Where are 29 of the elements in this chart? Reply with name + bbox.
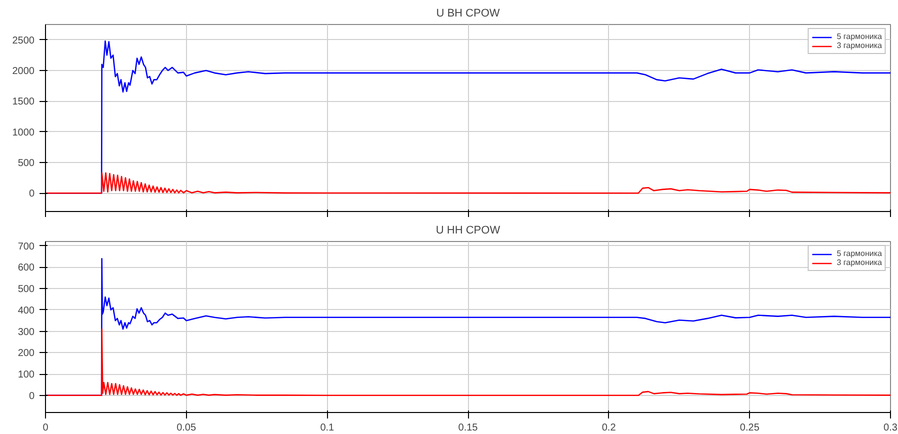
legend-label: 5 гармоника [836, 32, 882, 41]
y-tick-label: 600 [18, 262, 35, 274]
chart-title: U НН CPOW [436, 224, 501, 236]
y-tick-label: 2000 [12, 66, 35, 77]
x-tick-label: 0.2 [602, 422, 616, 434]
x-tick-label: 0.15 [458, 422, 478, 434]
line-series [46, 328, 890, 396]
y-tick-label: 500 [18, 284, 35, 296]
y-tick-label: 700 [18, 241, 35, 252]
y-tick-label: 200 [18, 348, 35, 360]
line-series [46, 172, 890, 194]
legend-label: 3 гармоника [836, 258, 882, 267]
y-tick-label: 100 [18, 370, 35, 381]
x-tick-label: 0 [42, 422, 49, 434]
x-tick-label: 0.3 [884, 422, 898, 434]
x-tick-label: 0.25 [740, 422, 760, 434]
legend-label: 5 гармоника [836, 249, 882, 258]
y-tick-label: 2500 [12, 35, 35, 46]
y-tick-label: 1500 [12, 96, 35, 108]
y-tick-label: 500 [18, 158, 35, 169]
chart-title: U ВН CPOW [436, 8, 500, 20]
y-tick-label: 1000 [12, 127, 35, 138]
y-tick-label: 0 [28, 188, 35, 200]
x-tick-label: 0.05 [176, 422, 197, 434]
y-tick-label: 0 [28, 390, 35, 402]
y-tick-label: 300 [18, 326, 35, 338]
x-tick-label: 0.1 [320, 422, 335, 434]
legend-label: 3 гармоника [836, 41, 882, 50]
y-tick-label: 400 [18, 305, 35, 316]
